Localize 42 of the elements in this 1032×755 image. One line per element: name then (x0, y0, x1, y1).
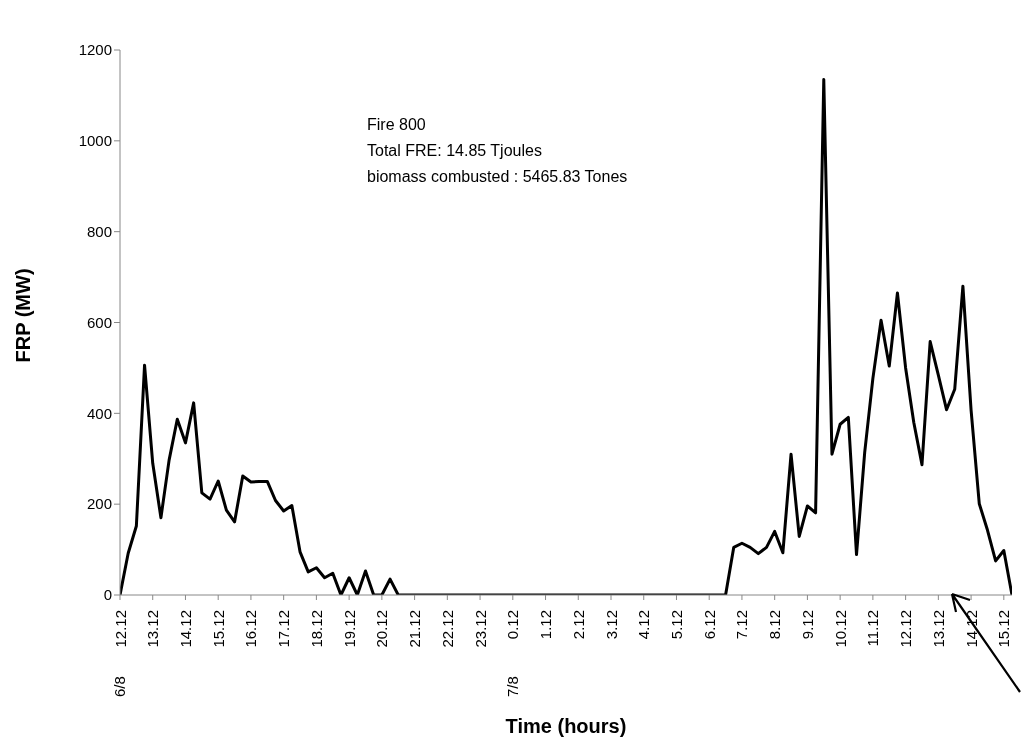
y-tick-label: 0 (103, 586, 112, 604)
x-tick-label: 2.12 (569, 610, 587, 640)
y-tick-label: 1200 (78, 41, 112, 59)
x-axis-title: Time (hours) (504, 715, 628, 738)
x-tick-label: 13.12 (144, 610, 162, 648)
x-tick-label: 7.12 (733, 610, 751, 640)
y-tick-label: 1000 (78, 132, 112, 150)
y-tick-label: 800 (86, 222, 112, 240)
x-tick-label: 12.12 (897, 610, 915, 648)
x-tick-label: 13.12 (929, 610, 947, 648)
x-tick-label: 8.12 (766, 610, 784, 640)
x-tick-label: 9.12 (798, 610, 816, 640)
x-tick-label: 6.12 (700, 610, 718, 640)
x-tick-label: 21.12 (406, 610, 424, 648)
y-tick-label: 200 (86, 495, 112, 513)
annotation: Total FRE: 14.85 Tjoules (367, 141, 543, 161)
x-tick-label: 20.12 (373, 610, 391, 648)
x-tick-label: 17.12 (275, 610, 293, 648)
x-tick-label: 3.12 (602, 610, 620, 640)
x-tick-label: 14.12 (962, 610, 980, 648)
y-axis-title: FRP (MW) (12, 268, 35, 363)
x-tick-label: 22.12 (438, 610, 456, 648)
x-tick-label: 4.12 (635, 610, 653, 640)
text: 6/8 (110, 676, 129, 697)
x-tick-label: 14.12 (176, 610, 194, 648)
x-tick-label: 11.12 (864, 610, 882, 647)
y-tick-label: 400 (86, 404, 112, 422)
y-tick-label: 600 (86, 313, 112, 331)
x-tick-label: 23.12 (471, 610, 489, 648)
annotation: biomass combusted : 5465.83 Tones (367, 167, 628, 187)
x-tick-label: 1.12 (537, 610, 555, 640)
text: 7/8 (502, 676, 522, 697)
x-tick-label: 18.12 (307, 610, 325, 648)
annotation: Fire 800 (367, 115, 427, 135)
x-tick-label: 16.12 (242, 610, 260, 648)
x-tick-label: 0.12 (504, 610, 522, 640)
x-tick-label: 12.12 (111, 610, 129, 648)
x-tick-label: 15.12 (995, 610, 1013, 648)
x-tick-label: 10.12 (831, 610, 849, 648)
x-tick-label: 19.12 (340, 610, 358, 648)
x-tick-label: 5.12 (667, 610, 685, 640)
x-tick-label: 15.12 (209, 610, 227, 648)
